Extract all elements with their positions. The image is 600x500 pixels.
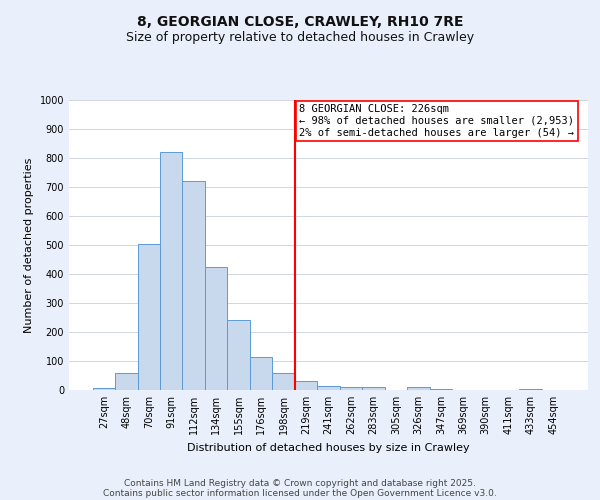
Text: Contains HM Land Registry data © Crown copyright and database right 2025.: Contains HM Land Registry data © Crown c… (124, 478, 476, 488)
Bar (295, 382, 317, 390)
Bar (520, 388, 542, 390)
Bar (407, 387, 430, 390)
Bar (227, 320, 250, 390)
Bar (182, 181, 205, 390)
Bar (362, 387, 385, 390)
Bar (250, 356, 272, 390)
Bar (115, 374, 137, 390)
Bar (272, 374, 295, 390)
Bar (160, 152, 182, 390)
Text: Contains public sector information licensed under the Open Government Licence v3: Contains public sector information licen… (103, 488, 497, 498)
Bar (430, 389, 452, 390)
Bar (137, 244, 160, 390)
Y-axis label: Number of detached properties: Number of detached properties (24, 158, 34, 332)
Bar (205, 267, 227, 390)
Text: 8, GEORGIAN CLOSE, CRAWLEY, RH10 7RE: 8, GEORGIAN CLOSE, CRAWLEY, RH10 7RE (137, 16, 463, 30)
X-axis label: Distribution of detached houses by size in Crawley: Distribution of detached houses by size … (187, 442, 470, 452)
Bar (92, 388, 115, 390)
Text: Size of property relative to detached houses in Crawley: Size of property relative to detached ho… (126, 31, 474, 44)
Bar (317, 386, 340, 390)
Bar (340, 387, 362, 390)
Text: 8 GEORGIAN CLOSE: 226sqm
← 98% of detached houses are smaller (2,953)
2% of semi: 8 GEORGIAN CLOSE: 226sqm ← 98% of detach… (299, 104, 574, 138)
